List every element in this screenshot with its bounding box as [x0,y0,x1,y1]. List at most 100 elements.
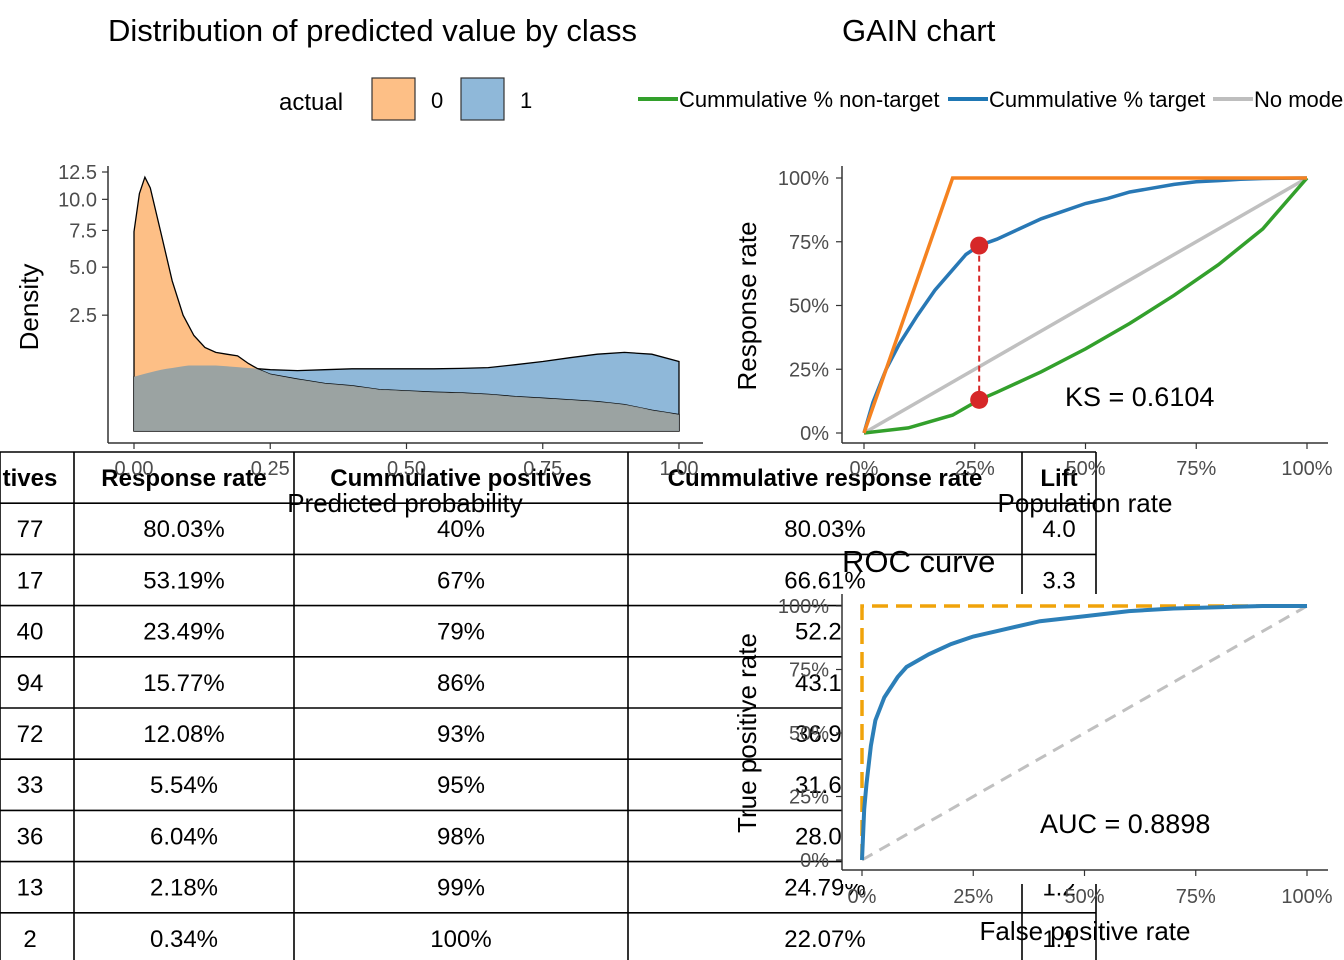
table-cell: 2.18% [150,875,218,902]
density-plot: 2.5 5.0 7.5 10.0 12.5 0.00 0.25 0.50 0.75 1.00 De… [14,162,703,480]
table-cell: 66.61% [784,567,865,594]
density-areas [133,175,680,432]
density-x-tick-label: 0.75 [523,458,562,480]
table-cell: 80.03% [143,516,224,543]
roc-ticks: 0% 25% 50% 75% 100% 0% 25% 50% 75% 100% [778,596,1333,908]
table-cell: 40% [437,516,485,543]
ks-point-non-target [970,390,989,409]
table-cell: 33 [17,772,44,799]
table-header-cell: tives [3,465,58,492]
roc-title: ROC curve [842,544,995,579]
gain-x-tick-label: 0% [850,458,879,480]
roc-curve-line [860,604,1307,861]
gain-y-tick-label: 50% [789,296,829,318]
gain-line-perfect [862,176,1307,434]
roc-y-tick-label: 75% [789,660,829,682]
legend-label-no-model: No mode [1254,87,1343,112]
gain-x-tick-label: 25% [955,458,995,480]
density-x-label: Predicted probability [287,488,523,518]
table-cell: 100% [430,926,491,953]
gain-x-tick-label: 75% [1176,458,1216,480]
roc-plot: ROC curve 0% 25% 50% 75% 100% 0% 25% 50% 75% 100%… [732,544,1344,946]
roc-panel-background [842,594,1344,884]
table-cell: 17 [17,567,44,594]
table-header-cell: Response rate [101,465,266,492]
table-cell: 79% [437,619,485,646]
gain-y-tick-label: 75% [789,232,829,254]
roc-lines [860,604,1308,862]
table-cell: 36 [17,823,44,850]
table-cell: 80.03% [784,516,865,543]
legend-swatch-class-1 [460,77,505,121]
table-cell: 77 [17,516,44,543]
gain-line-target [862,176,1308,434]
density-legend: actual 0 1 [279,77,532,121]
density-x-tick-label: 0.50 [387,458,426,480]
table-header-cell: Lift [1040,465,1077,492]
roc-x-tick-label: 100% [1281,886,1332,908]
table-cell: 67% [437,567,485,594]
table-cell: 13 [17,875,44,902]
table-cell: 3.3 [1042,567,1075,594]
density-ticks: 2.5 5.0 7.5 10.0 12.5 0.00 0.25 0.50 0.75 1.00 [58,162,698,480]
roc-y-tick-label: 100% [778,596,829,618]
gain-y-label: Response rate [732,221,762,390]
table-cell: 23.49% [143,619,224,646]
table-cell: 4.0 [1042,516,1075,543]
legend-label-target: Cummulative % target [989,87,1205,112]
auc-annotation: AUC = 0.8898 [1040,809,1210,839]
gain-line-non-target [863,176,1309,435]
legend-swatch-class-0 [371,77,416,121]
roc-x-label: False positive rate [980,916,1191,946]
density-legend-title: actual [279,89,343,116]
gain-lines [862,176,1309,435]
gain-y-tick-label: 0% [800,423,829,445]
roc-x-tick-label: 75% [1176,886,1216,908]
roc-x-tick-label: 50% [1064,886,1104,908]
legend-label-non-target: Cummulative % non-target [679,87,939,112]
table-cell: 86% [437,670,485,697]
legend-label-class-1: 1 [520,88,532,113]
table-cell: 12.08% [143,721,224,748]
table-cell: 15.77% [143,670,224,697]
table-cell: 5.54% [150,772,218,799]
density-overlap-area [134,365,679,431]
gain-plot: 0% 25% 50% 75% 100% 0% 25% 50% 75% 100% Response … [732,166,1333,480]
gain-title: GAIN chart [842,13,996,48]
ks-point-target [970,236,989,255]
table-cell: 6.04% [150,823,218,850]
table-cell: 22.07% [784,926,865,953]
table-header-cell: Cummulative response rate [668,465,983,492]
roc-random-line [861,604,1308,862]
table-cell: 0.34% [150,926,218,953]
density-title: Distribution of predicted value by class [108,13,637,48]
roc-y-label: True positive rate [732,633,762,833]
density-y-tick-label: 10.0 [58,189,97,211]
density-y-tick-label: 2.5 [69,305,97,327]
gain-y-tick-label: 100% [778,168,829,190]
roc-x-tick-label: 0% [848,886,877,908]
roc-y-tick-label: 25% [789,787,829,809]
table-cell: 72 [17,721,44,748]
density-x-tick-label: 0.00 [115,458,154,480]
roc-x-tick-label: 25% [953,886,993,908]
density-y-tick-label: 7.5 [69,220,97,242]
density-y-tick-label: 5.0 [69,257,97,279]
table-cell: 53.19% [143,567,224,594]
gain-legend: Cummulative % non-target Cummulative % t… [638,87,1343,112]
density-y-tick-label: 12.5 [58,162,97,184]
roc-y-tick-label: 0% [800,850,829,872]
table-cell: 94 [17,670,44,697]
gain-y-tick-label: 25% [789,359,829,381]
table-cell: 99% [437,875,485,902]
density-x-tick-label: 1.00 [660,458,699,480]
roc-ideal-line [860,604,1307,860]
table-cell: 2 [23,926,36,953]
table-header-cell: Cummulative positives [330,465,591,492]
table-cell: 93% [437,721,485,748]
gain-x-tick-label: 50% [1065,458,1105,480]
gain-line-no-model [863,176,1308,435]
density-y-label: Density [14,264,44,351]
gain-ticks: 0% 25% 50% 75% 100% 0% 25% 50% 75% 100% [778,168,1333,480]
